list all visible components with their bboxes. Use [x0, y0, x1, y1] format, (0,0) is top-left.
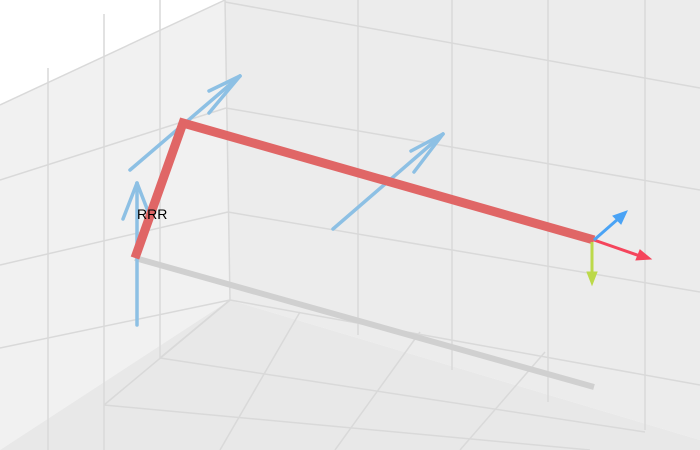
frame-y-arrow-icon [586, 242, 598, 287]
end-effector-frame [586, 210, 653, 287]
frame-z-arrow-icon [593, 210, 628, 242]
back-pane-right [225, 0, 700, 440]
robot-links [130, 117, 596, 260]
robot-label: RRR [137, 206, 167, 222]
floor-pane [0, 300, 700, 450]
robot-shadow [134, 255, 595, 390]
frame-x-arrow-icon [593, 238, 653, 261]
